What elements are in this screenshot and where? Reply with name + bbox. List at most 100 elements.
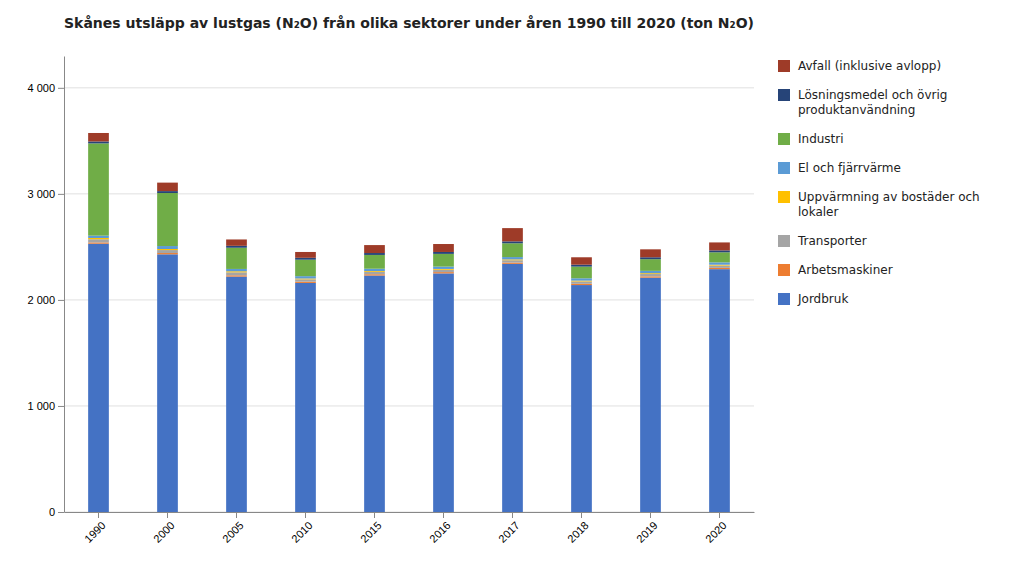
bar-series bbox=[88, 239, 730, 284]
tick-mark bbox=[58, 512, 64, 513]
bar bbox=[502, 263, 523, 264]
tick: 2019 bbox=[634, 512, 660, 545]
bar bbox=[226, 239, 247, 245]
bar bbox=[88, 143, 109, 235]
bar bbox=[433, 244, 454, 252]
bar bbox=[433, 252, 454, 254]
tick-label: 2017 bbox=[496, 519, 522, 545]
bar bbox=[571, 265, 592, 267]
bar bbox=[433, 267, 454, 269]
tick: 2015 bbox=[358, 512, 384, 545]
bar bbox=[226, 271, 247, 272]
tick-label: 2020 bbox=[703, 519, 729, 545]
tick-label: 1990 bbox=[82, 519, 108, 545]
bar bbox=[364, 274, 385, 275]
bar bbox=[295, 279, 316, 281]
bar bbox=[226, 246, 247, 248]
tick-label: 2015 bbox=[358, 519, 384, 545]
bar bbox=[88, 133, 109, 141]
bar bbox=[295, 276, 316, 278]
bar bbox=[295, 260, 316, 276]
legend: Avfall (inklusive avlopp)Lösningsmedel o… bbox=[778, 59, 984, 306]
tick-mark bbox=[650, 512, 651, 518]
legend-label: Industri bbox=[798, 132, 844, 146]
bar bbox=[88, 242, 109, 243]
bar bbox=[157, 250, 178, 253]
bar bbox=[640, 274, 661, 276]
legend-item: Industri bbox=[778, 132, 844, 146]
legend-swatch bbox=[778, 293, 790, 305]
tick-label: 2010 bbox=[289, 519, 315, 545]
tick: 0 bbox=[49, 506, 64, 518]
bar bbox=[571, 267, 592, 279]
bar bbox=[295, 283, 316, 512]
legend-swatch bbox=[778, 264, 790, 276]
bar bbox=[433, 270, 454, 272]
tick-label: 2000 bbox=[151, 519, 177, 545]
bar bbox=[709, 266, 730, 268]
tick-mark bbox=[581, 512, 582, 518]
tick: 2018 bbox=[565, 512, 591, 545]
bar bbox=[157, 246, 178, 249]
tick-label: 2016 bbox=[427, 519, 453, 545]
bar bbox=[88, 239, 109, 242]
bar bbox=[433, 272, 454, 273]
tick: 4 000 bbox=[27, 82, 64, 94]
legend-label-line: lokaler bbox=[798, 205, 838, 219]
legend-item: Transporter bbox=[778, 234, 867, 248]
bar bbox=[364, 272, 385, 274]
bar bbox=[502, 228, 523, 241]
bar bbox=[157, 249, 178, 250]
legend-item: Arbetsmaskiner bbox=[778, 263, 893, 277]
tick-label: 0 bbox=[49, 506, 55, 518]
legend-swatch bbox=[778, 191, 790, 203]
grid bbox=[64, 88, 754, 512]
bar bbox=[502, 243, 523, 257]
tick-label: 2018 bbox=[565, 519, 591, 545]
tick-mark bbox=[98, 512, 99, 518]
bar bbox=[364, 253, 385, 255]
legend-label: El och fjärrvärme bbox=[798, 161, 901, 175]
legend-swatch bbox=[778, 60, 790, 72]
tick-mark bbox=[719, 512, 720, 518]
bar bbox=[88, 244, 109, 512]
legend-swatch bbox=[778, 89, 790, 101]
tick: 2005 bbox=[220, 512, 246, 545]
bar bbox=[226, 277, 247, 512]
tick: 2010 bbox=[289, 512, 315, 545]
bar bbox=[640, 259, 661, 271]
bar-series bbox=[88, 242, 730, 285]
tick-label: 2 000 bbox=[27, 294, 55, 306]
bar bbox=[571, 257, 592, 264]
tick: 2000 bbox=[151, 512, 177, 545]
bar bbox=[157, 254, 178, 512]
bar bbox=[571, 285, 592, 512]
bar bbox=[157, 253, 178, 254]
tick-mark bbox=[443, 512, 444, 518]
bar bbox=[709, 250, 730, 252]
tick-mark bbox=[236, 512, 237, 518]
tick: 2 000 bbox=[27, 294, 64, 306]
tick-mark bbox=[58, 406, 64, 407]
tick: 2020 bbox=[703, 512, 729, 545]
bar bbox=[364, 276, 385, 512]
tick-mark bbox=[58, 300, 64, 301]
x-axis: 1990 2000 2005 2010 2015 2016 2017 2018 2019 2020 bbox=[65, 512, 755, 545]
legend-item: Uppvärmning av bostäder och lokaler bbox=[778, 190, 984, 219]
bar bbox=[709, 268, 730, 269]
bar bbox=[571, 278, 592, 280]
legend-item: El och fjärrvärme bbox=[778, 161, 901, 175]
bar bbox=[295, 258, 316, 260]
legend-label: Uppvärmning av bostäder och lokaler bbox=[798, 190, 984, 219]
legend-label-line: produktanvändning bbox=[798, 103, 915, 117]
tick: 2016 bbox=[427, 512, 453, 545]
bar bbox=[502, 264, 523, 512]
bar-series bbox=[88, 143, 730, 278]
tick: 2017 bbox=[496, 512, 522, 545]
legend-swatch bbox=[778, 162, 790, 174]
bar bbox=[88, 238, 109, 239]
chart: 01 0002 0003 0004 0001990200020052010201… bbox=[0, 0, 1024, 576]
y-axis: 01 0002 0003 0004 000 bbox=[27, 57, 64, 519]
legend-swatch bbox=[778, 235, 790, 247]
bar bbox=[640, 257, 661, 259]
